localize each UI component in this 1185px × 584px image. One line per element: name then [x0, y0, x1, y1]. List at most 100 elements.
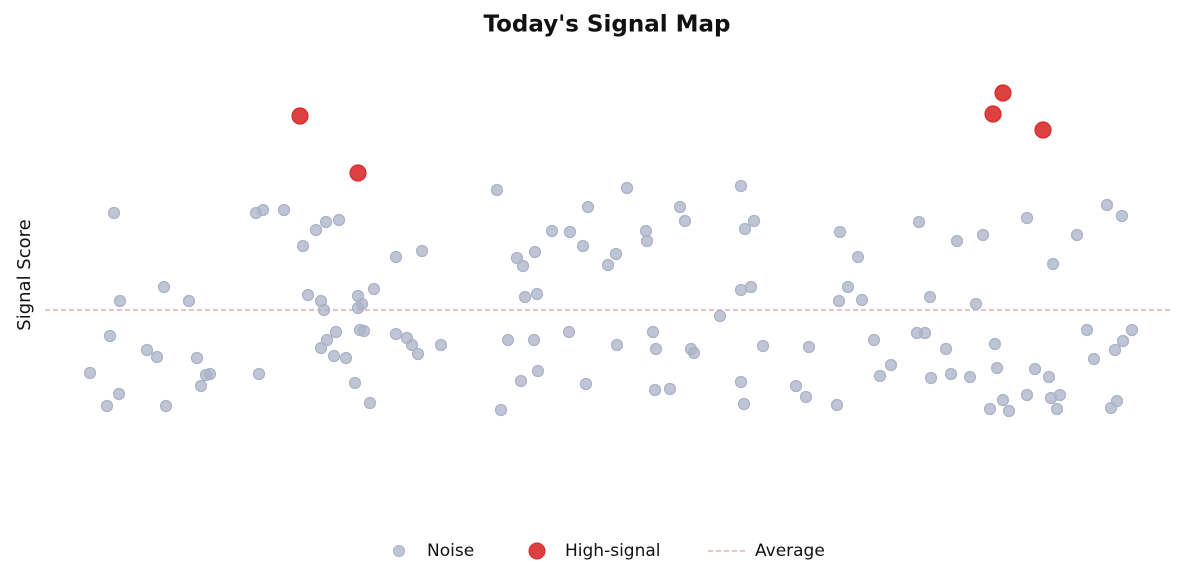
noise-point: [563, 225, 577, 239]
noise-point: [351, 301, 365, 315]
noise-point: [744, 280, 758, 294]
noise-point: [924, 371, 938, 385]
high-signal-point: [984, 105, 1002, 123]
noise-point: [531, 364, 545, 378]
noise-point: [687, 346, 701, 360]
noise-point: [1046, 257, 1060, 271]
noise-point: [182, 294, 196, 308]
noise-point: [923, 290, 937, 304]
noise-point: [648, 383, 662, 397]
noise-point: [83, 366, 97, 380]
legend-label: Noise: [427, 541, 474, 561]
noise-point: [301, 288, 315, 302]
noise-point: [389, 327, 403, 341]
noise-point: [319, 215, 333, 229]
noise-point: [516, 259, 530, 273]
noise-point: [873, 369, 887, 383]
noise-point: [799, 390, 813, 404]
noise-point: [405, 338, 419, 352]
high-signal-point: [349, 164, 367, 182]
noise-point: [103, 329, 117, 343]
noise-point: [996, 393, 1010, 407]
noise-point: [802, 340, 816, 354]
high-signal-point: [994, 84, 1012, 102]
noise-point: [1110, 394, 1124, 408]
noise-point: [1087, 352, 1101, 366]
chart-title: Today's Signal Map: [483, 12, 730, 38]
noise-point: [673, 200, 687, 214]
noise-point: [296, 239, 310, 253]
noise-point: [649, 342, 663, 356]
noise-point: [190, 351, 204, 365]
noise-point: [514, 374, 528, 388]
noise-point: [1042, 370, 1056, 384]
noise-point: [320, 333, 334, 347]
noise-point: [983, 402, 997, 416]
noise-point: [1125, 323, 1139, 337]
noise-point: [1115, 209, 1129, 223]
noise-point: [113, 294, 127, 308]
noise-point: [976, 228, 990, 242]
noise-point: [581, 200, 595, 214]
noise-point: [348, 376, 362, 390]
noise-point: [530, 287, 544, 301]
noise-point: [1053, 388, 1067, 402]
noise-point: [317, 303, 331, 317]
noise-point: [157, 280, 171, 294]
noise-point: [490, 183, 504, 197]
noise-point: [327, 349, 341, 363]
noise-point: [939, 342, 953, 356]
legend-marker: [528, 542, 546, 560]
noise-point: [579, 377, 593, 391]
noise-point: [1002, 404, 1016, 418]
noise-point: [576, 239, 590, 253]
noise-point: [950, 234, 964, 248]
noise-point: [867, 333, 881, 347]
y-axis-label: Signal Score: [14, 219, 35, 330]
noise-point: [112, 387, 126, 401]
noise-point: [832, 294, 846, 308]
noise-point: [434, 338, 448, 352]
noise-point: [789, 379, 803, 393]
noise-point: [609, 247, 623, 261]
noise-point: [339, 351, 353, 365]
noise-point: [357, 324, 371, 338]
noise-point: [855, 293, 869, 307]
noise-point: [363, 396, 377, 410]
noise-point: [527, 333, 541, 347]
noise-point: [150, 350, 164, 364]
noise-point: [734, 375, 748, 389]
legend-label: Average: [755, 541, 825, 561]
noise-point: [988, 337, 1002, 351]
noise-point: [830, 398, 844, 412]
noise-point: [510, 251, 524, 265]
noise-point: [646, 325, 660, 339]
noise-point: [884, 358, 898, 372]
high-signal-point: [291, 107, 309, 125]
noise-point: [1020, 388, 1034, 402]
noise-point: [851, 250, 865, 264]
high-signal-point: [1034, 121, 1052, 139]
noise-point: [620, 181, 634, 195]
noise-point: [990, 361, 1004, 375]
noise-point: [367, 282, 381, 296]
noise-point: [678, 214, 692, 228]
noise-point: [963, 370, 977, 384]
noise-point: [610, 338, 624, 352]
noise-point: [494, 403, 508, 417]
noise-point: [518, 290, 532, 304]
noise-point: [389, 250, 403, 264]
noise-point: [314, 341, 328, 355]
noise-point: [501, 333, 515, 347]
legend-label: High-signal: [565, 541, 661, 561]
noise-point: [734, 283, 748, 297]
noise-point: [737, 397, 751, 411]
noise-point: [640, 234, 654, 248]
noise-point: [912, 215, 926, 229]
noise-point: [833, 225, 847, 239]
legend-marker: [393, 545, 405, 557]
noise-point: [713, 309, 727, 323]
noise-point: [1070, 228, 1084, 242]
